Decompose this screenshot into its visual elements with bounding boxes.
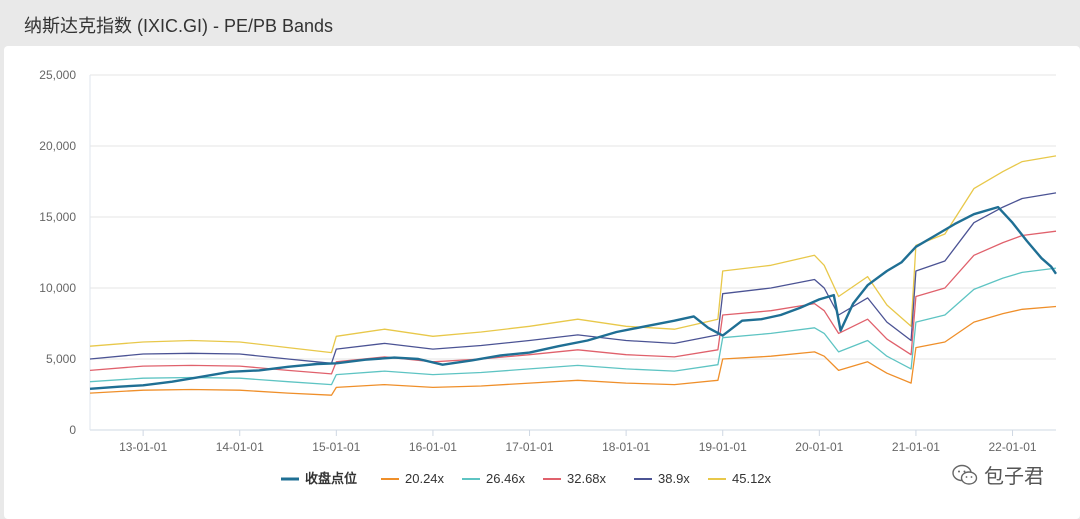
x-tick-label: 19-01-01	[699, 440, 747, 454]
header-bar: 纳斯达克指数 (IXIC.GI) - PE/PB Bands	[0, 0, 1080, 46]
watermark-text: 包子君	[984, 464, 1044, 488]
x-tick-label: 21-01-01	[892, 440, 940, 454]
legend-label-0: 收盘点位	[305, 471, 357, 486]
x-tick-label: 13-01-01	[119, 440, 167, 454]
chart-svg: 0 5,000 10,000 15,000 20,000 25,000 13-01-01 14…	[39, 68, 1057, 486]
y-tick-label: 25,000	[39, 68, 76, 82]
watermark: 包子君	[952, 460, 1044, 489]
legend-label-4: 38.9x	[658, 471, 690, 486]
legend-label-5: 45.12x	[732, 471, 772, 486]
wechat-icon	[952, 464, 978, 485]
y-tick-label: 10,000	[39, 281, 76, 295]
chart-panel: 0 5,000 10,000 15,000 20,000 25,000 13-01-01 14…	[4, 46, 1080, 519]
series-line-5	[89, 155, 1057, 354]
x-tick-label: 20-01-01	[795, 440, 843, 454]
x-tick-label: 14-01-01	[216, 440, 264, 454]
x-tick-label: 16-01-01	[409, 440, 457, 454]
x-tick-label: 22-01-01	[989, 440, 1037, 454]
legend-label-1: 20.24x	[405, 471, 445, 486]
y-tick-label: 5,000	[46, 352, 76, 366]
legend-label-3: 32.68x	[567, 471, 607, 486]
x-tick-label: 15-01-01	[312, 440, 360, 454]
series-line-0	[89, 205, 1057, 390]
y-tick-label: 0	[69, 423, 76, 437]
y-tick-label: 15,000	[39, 210, 76, 224]
page-title: 纳斯达克指数 (IXIC.GI) - PE/PB Bands	[24, 16, 334, 36]
legend-label-2: 26.46x	[486, 471, 526, 486]
series-line-4	[89, 192, 1057, 364]
y-tick-label: 20,000	[39, 139, 76, 153]
x-tick-label: 18-01-01	[602, 440, 650, 454]
x-tick-label: 17-01-01	[506, 440, 554, 454]
